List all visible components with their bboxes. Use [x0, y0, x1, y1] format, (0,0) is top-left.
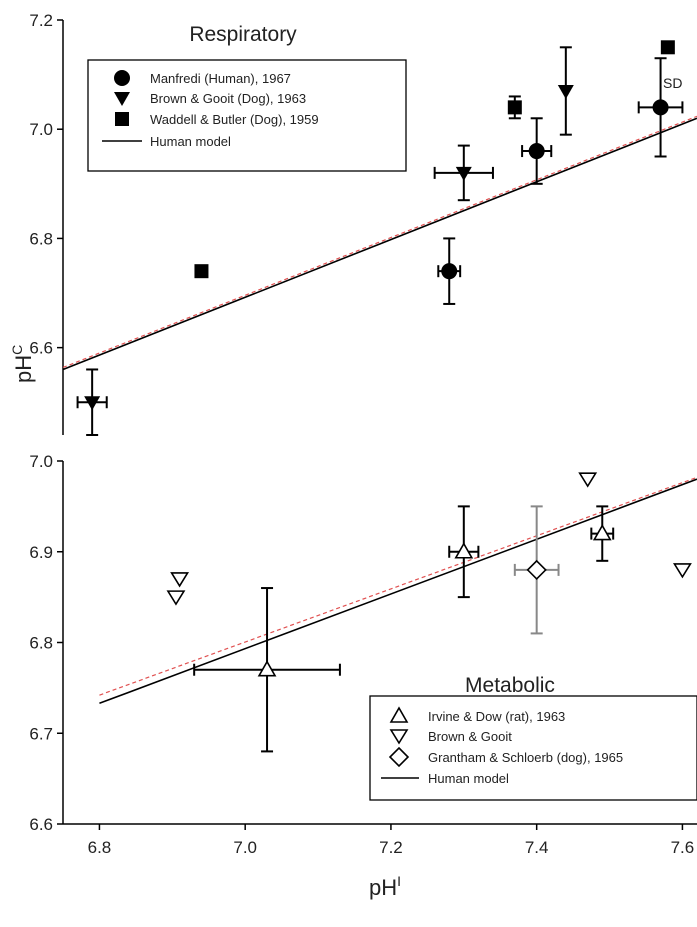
data-point-open-triangle-up [257, 660, 277, 677]
legend-label: Waddell & Butler (Dog), 1959 [150, 112, 319, 127]
x-axis-title: pHI [369, 873, 401, 900]
data-point-filled-square [660, 40, 675, 55]
data-point-open-triangle-up [592, 523, 612, 541]
data-point-filled-square [507, 100, 522, 115]
sd-annotation: SD [663, 75, 682, 91]
legend-label: Human model [150, 134, 231, 149]
panel-title-respiratory: Respiratory [189, 23, 297, 46]
legend-label: Grantham & Schloerb (dog), 1965 [428, 750, 623, 765]
legend-label: Brown & Gooit [428, 729, 512, 744]
y-tick-label: 6.9 [29, 543, 53, 562]
x-tick-label: 7.0 [233, 838, 257, 857]
data-point-open-triangle-up [454, 542, 474, 559]
x-tick-label: 6.8 [88, 838, 112, 857]
y-tick-label: 6.6 [29, 339, 53, 358]
human-model-line [99, 478, 697, 705]
y-axis-title-sup: C [9, 345, 25, 355]
legend-label: Manfredi (Human), 1967 [150, 71, 291, 86]
legend-marker-filled-circle [114, 70, 130, 86]
y-tick-label: 6.8 [29, 634, 53, 653]
y-tick-label: 6.6 [29, 815, 53, 834]
x-tick-label: 7.6 [671, 838, 695, 857]
data-point-open-triangle-down [166, 590, 186, 606]
y-tick-label: 6.7 [29, 724, 53, 743]
x-tick-label: 7.2 [379, 838, 403, 857]
panel-title-metabolic: Metabolic [465, 674, 555, 697]
data-point-filled-triangle-down [455, 166, 472, 181]
model-dashed-line [62, 115, 697, 369]
legend-respiratory: Manfredi (Human), 1967 Brown & Gooit (Dog… [87, 59, 407, 172]
model-dashed-line [99, 476, 697, 696]
data-point-filled-circle [652, 99, 669, 116]
x-axis-title-sup: I [397, 873, 401, 889]
legend-box [87, 59, 407, 172]
data-point-filled-square [194, 264, 209, 279]
legend-marker-open-diamond [388, 746, 410, 768]
y-axis-title-main: pH [11, 355, 36, 383]
legend-marker-filled-square [115, 112, 129, 126]
legend-marker-open-triangle-down [389, 729, 409, 745]
human-model-line [62, 117, 697, 371]
data-point-open-diamond [526, 559, 547, 581]
panel-respiratory: 6.6 6.8 7.0 7.2 pHC Respiratory SD Manfredi (Hu… [9, 11, 697, 436]
data-point-filled-circle [441, 263, 458, 280]
legend-label: Irvine & Dow (rat), 1963 [428, 709, 565, 724]
data-point-open-triangle-down [578, 472, 598, 488]
data-point-filled-triangle-down [84, 396, 101, 411]
data-point-open-triangle-down [170, 572, 190, 588]
data-point-filled-circle [528, 143, 545, 160]
y-tick-label: 7.0 [29, 120, 53, 139]
y-axis-title: pHC [9, 345, 36, 383]
legend-box [369, 695, 697, 801]
y-tick-label: 7.2 [29, 11, 53, 30]
legend-metabolic: Irvine & Dow (rat), 1963 Brown & Gooit Gra… [369, 695, 697, 801]
data-point-filled-triangle-down [557, 84, 574, 99]
legend-marker-filled-triangle-down [114, 92, 130, 106]
legend-marker-open-triangle-up [389, 706, 409, 723]
x-tick-label: 7.4 [525, 838, 549, 857]
legend-label: Brown & Gooit (Dog), 1963 [150, 91, 306, 106]
legend-label: Human model [428, 771, 509, 786]
panel-metabolic: 6.6 6.7 6.8 6.9 7.0 6.8 7.0 7.2 7.4 7.6 pHI Metabol… [29, 452, 697, 900]
data-point-open-triangle-down [672, 563, 692, 579]
y-tick-label: 6.8 [29, 229, 53, 248]
y-tick-label: 7.0 [29, 452, 53, 471]
x-axis-title-main: pH [369, 875, 397, 900]
